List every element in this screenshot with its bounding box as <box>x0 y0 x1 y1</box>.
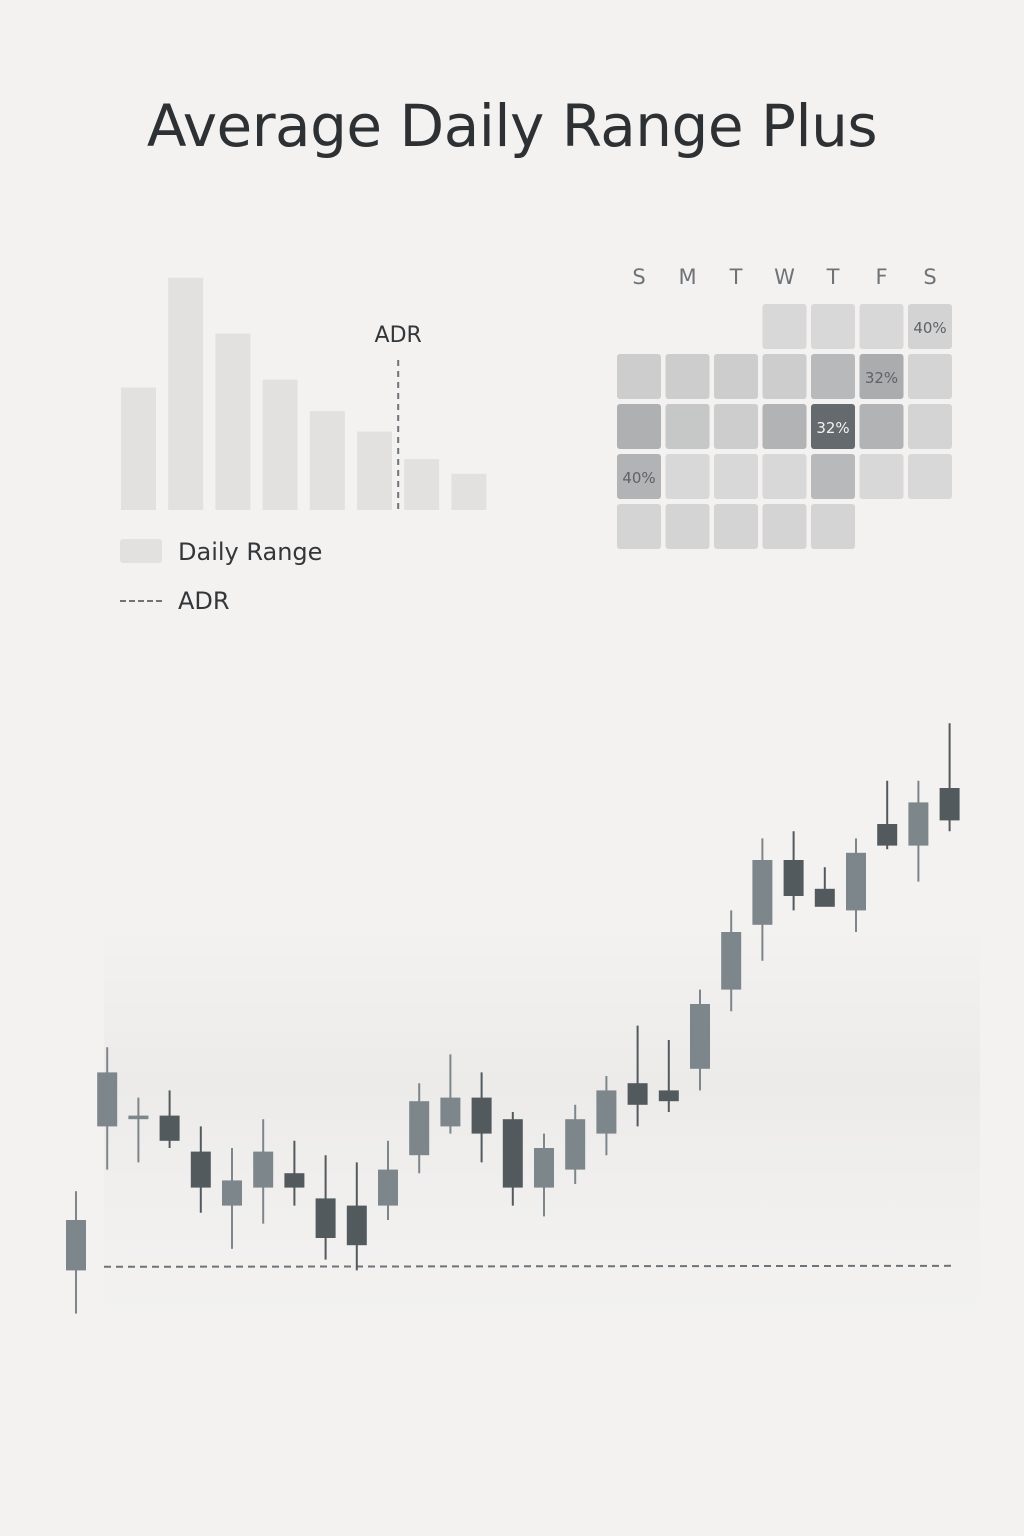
heatmap-cell <box>665 454 710 499</box>
heatmap-cell <box>762 304 807 349</box>
candle-up <box>440 1097 461 1127</box>
candle-down <box>315 1198 336 1238</box>
heatmap-column-label: W <box>774 265 795 289</box>
heatmap-cell-label: 32% <box>865 369 898 387</box>
candle-up <box>690 1004 710 1069</box>
heatmap-cell <box>908 354 952 399</box>
heatmap-cell <box>617 454 661 499</box>
heatmap-cell <box>665 404 710 449</box>
legend-label-daily-range: Daily Range <box>178 538 323 566</box>
candle-up <box>222 1180 242 1206</box>
bar-4 <box>262 379 298 510</box>
daily-range-bar-chart: ADR <box>121 277 487 510</box>
candle-down <box>939 788 960 821</box>
candlestick-chart <box>66 723 980 1390</box>
candle-up <box>66 1220 86 1271</box>
heatmap-cell <box>665 504 710 549</box>
candle-down <box>346 1205 367 1246</box>
heatmap-cell <box>908 404 952 449</box>
heatmap-cell <box>811 354 855 399</box>
candle-down <box>190 1151 211 1188</box>
candle-up <box>128 1115 149 1120</box>
bar-1 <box>121 387 156 510</box>
candle-up <box>846 852 866 911</box>
bar-3 <box>215 333 251 510</box>
heatmap-cell <box>714 454 758 499</box>
candle-up <box>253 1151 274 1188</box>
heatmap-cell <box>665 354 710 399</box>
candle-down <box>658 1090 679 1102</box>
heatmap-cell <box>714 354 758 399</box>
bar-5 <box>309 411 345 510</box>
adr-marker-label: ADR <box>375 323 422 348</box>
heatmap-cell-label: 40% <box>622 469 655 487</box>
candle-up <box>721 932 742 990</box>
candle-up <box>409 1101 430 1156</box>
legend-label-adr: ADR <box>178 587 230 615</box>
candle-down <box>877 824 898 846</box>
heatmap-cell <box>714 504 758 549</box>
bar-7 <box>404 459 440 510</box>
heatmap-cell <box>762 454 807 499</box>
candle-down <box>502 1119 523 1188</box>
heatmap-cell <box>617 354 661 399</box>
candle-up <box>565 1119 586 1170</box>
adr-level-line <box>103 1264 956 1268</box>
heatmap-cell <box>762 354 807 399</box>
candle-up <box>97 1072 118 1127</box>
legend-swatch-dashed-line <box>120 600 162 602</box>
candle-down <box>159 1115 180 1141</box>
heatmap-cell <box>762 404 807 449</box>
heatmap-cell <box>811 404 855 449</box>
legend-swatch-bar <box>120 539 162 563</box>
heatmap-column-label: M <box>678 265 696 289</box>
candle-down <box>284 1173 305 1188</box>
candle-up <box>534 1148 554 1188</box>
heatmap-cell <box>714 404 758 449</box>
heatmap-cell <box>811 304 855 349</box>
heatmap-cell <box>811 504 855 549</box>
bar-2 <box>168 277 204 510</box>
heatmap-column-label: T <box>729 265 743 289</box>
heatmap-cell <box>617 404 661 449</box>
heatmap-cell <box>617 504 661 549</box>
candle-up <box>752 860 773 925</box>
heatmap-cell <box>859 454 904 499</box>
bar-8 <box>451 473 487 510</box>
heatmap-cell <box>908 304 952 349</box>
heatmap-cell <box>811 454 855 499</box>
heatmap-column-label: F <box>875 265 887 289</box>
heatmap-cell-label: 32% <box>816 419 849 437</box>
heatmap-column-label: S <box>923 265 936 289</box>
heatmap-column-label: S <box>632 265 645 289</box>
page-title: Average Daily Range Plus <box>146 92 878 160</box>
candle-up <box>908 802 929 846</box>
bar-6 <box>357 431 392 510</box>
candle-down <box>627 1083 648 1105</box>
heatmap-cell-label: 40% <box>913 319 946 337</box>
heatmap-cell <box>859 304 904 349</box>
candle-up <box>378 1169 398 1206</box>
candle-down <box>814 888 835 907</box>
heatmap-cell <box>908 454 952 499</box>
weekday-heatmap: S M T W T F S 40% 32% 32% 40% <box>617 265 952 549</box>
candle-down <box>471 1097 492 1134</box>
heatmap-cell <box>859 404 904 449</box>
heatmap-cell <box>859 354 904 399</box>
candle-up <box>596 1090 617 1134</box>
heatmap-cell <box>762 504 807 549</box>
candle-down <box>783 860 804 896</box>
heatmap-column-label: T <box>826 265 840 289</box>
